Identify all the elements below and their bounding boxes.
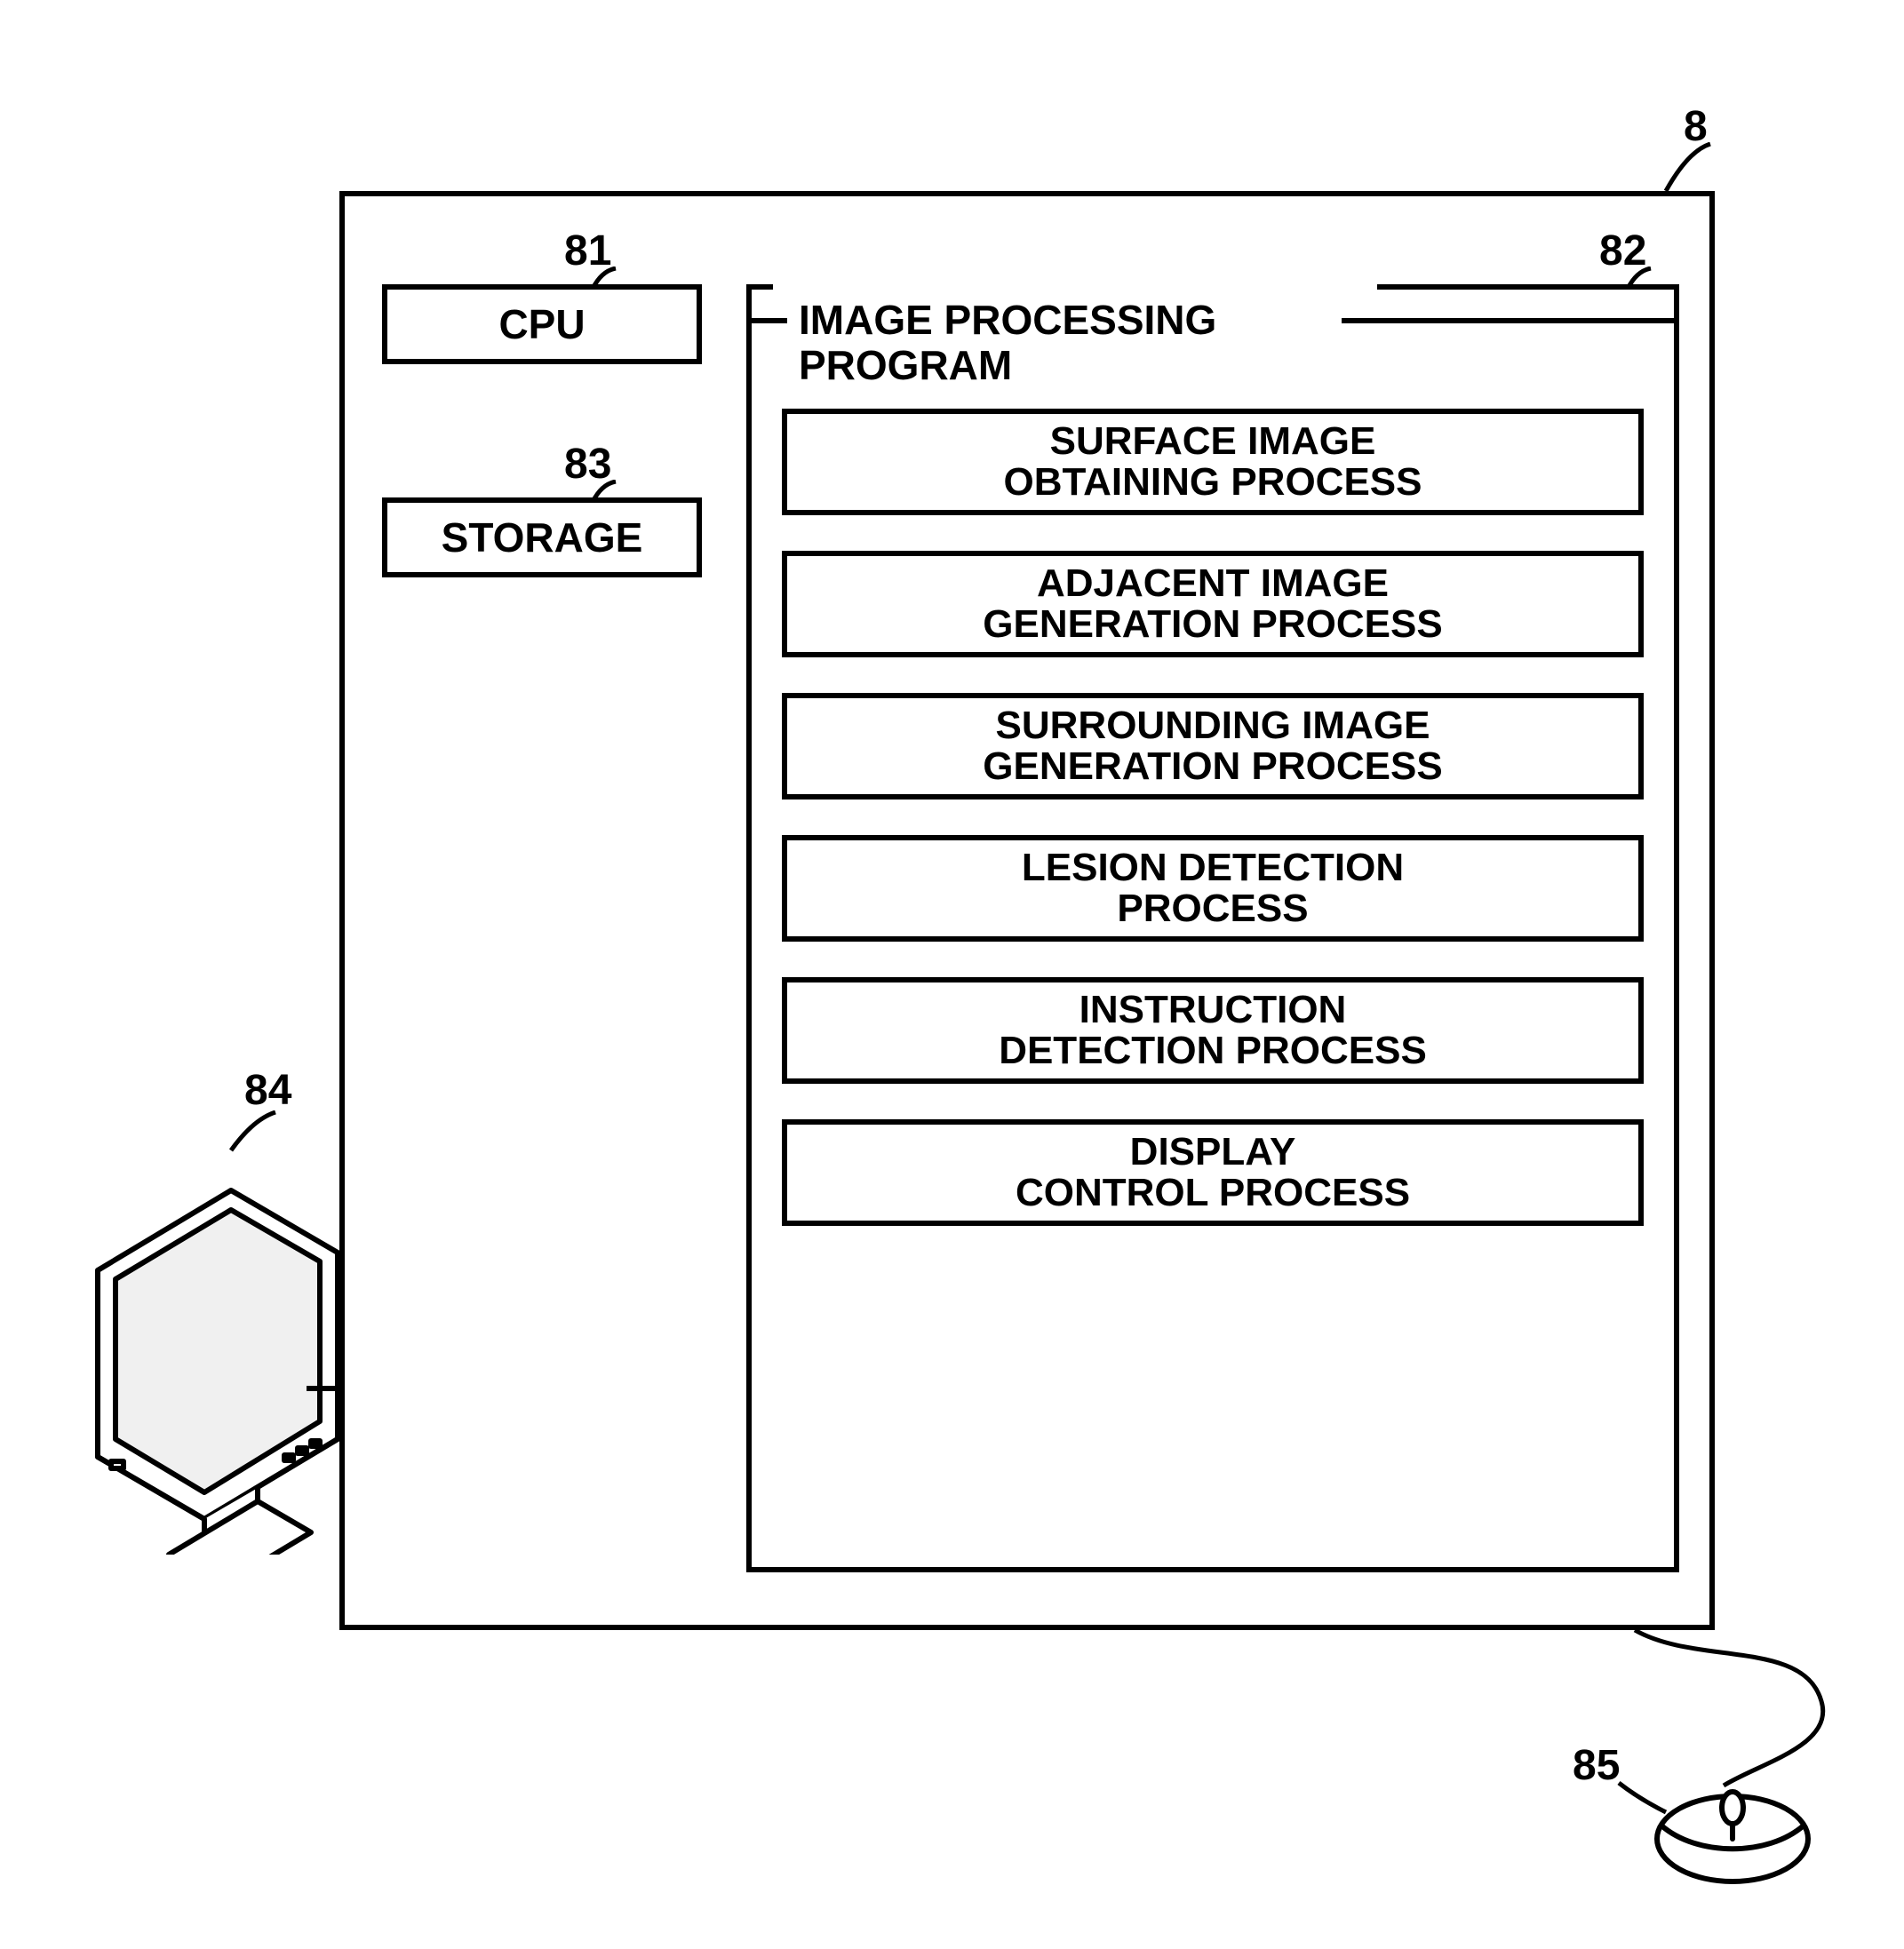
process-2: SURROUNDING IMAGEGENERATION PROCESS [782,693,1644,799]
ref-label-main: 8 [1684,102,1708,151]
process-1-label: ADJACENT IMAGEGENERATION PROCESS [983,563,1442,645]
program-title-left-line [752,318,787,323]
process-0-label: SURFACE IMAGEOBTAINING PROCESS [1003,421,1422,503]
ref-label-monitor: 84 [244,1066,291,1115]
program-title-right-line [1342,318,1674,323]
ref-label-cpu: 81 [564,227,611,275]
ref-label-program: 82 [1599,227,1646,275]
program-title-bg [773,272,1377,298]
ref-label-storage: 83 [564,440,611,489]
process-3: LESION DETECTIONPROCESS [782,835,1644,942]
ref-label-mouse: 85 [1573,1741,1620,1790]
process-2-label: SURROUNDING IMAGEGENERATION PROCESS [983,705,1442,787]
cpu-block: CPU [382,284,702,364]
process-4: INSTRUCTIONDETECTION PROCESS [782,977,1644,1084]
storage-label: STORAGE [442,515,643,561]
process-4-label: INSTRUCTIONDETECTION PROCESS [999,990,1427,1071]
cpu-label: CPU [498,302,585,347]
monitor-cable [307,1386,344,1391]
program-title: IMAGE PROCESSINGPROGRAM [795,298,1417,387]
process-5-label: DISPLAYCONTROL PROCESS [1016,1132,1410,1213]
process-1: ADJACENT IMAGEGENERATION PROCESS [782,551,1644,657]
process-3-label: LESION DETECTIONPROCESS [1022,847,1404,929]
monitor-icon [71,1110,355,1555]
process-0: SURFACE IMAGEOBTAINING PROCESS [782,409,1644,515]
mouse-icon [1644,1777,1821,1892]
storage-block: STORAGE [382,497,702,577]
process-5: DISPLAYCONTROL PROCESS [782,1119,1644,1226]
program-title-text: IMAGE PROCESSINGPROGRAM [799,298,1216,387]
diagram-canvas: 8 81 CPU 83 STORAGE 82 IMAGE PROCESSINGP… [0,0,1904,1949]
